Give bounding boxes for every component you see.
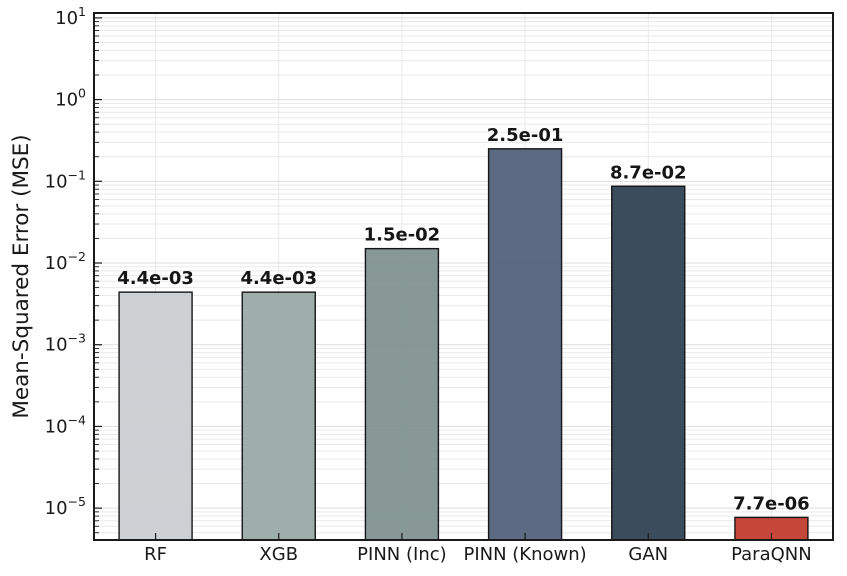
y-axis-label: Mean-Squared Error (MSE)	[9, 134, 34, 418]
x-tick-label-pinn-known: PINN (Known)	[463, 544, 586, 565]
y-tick-label: 10−3	[45, 331, 86, 356]
x-tick-label-gan: GAN	[628, 544, 668, 565]
y-tick-label: 100	[55, 86, 86, 111]
bar-rf	[118, 291, 193, 541]
bar-pinn-known	[487, 148, 563, 541]
bar-value-label-xgb: 4.4e-03	[240, 268, 317, 289]
plot-area	[94, 13, 833, 540]
y-tick-label: 10−1	[45, 167, 86, 192]
bar-value-label-rf: 4.4e-03	[117, 268, 194, 289]
bar-value-label-paraqnn: 7.7e-06	[733, 493, 810, 514]
bar-pinn-inc	[364, 247, 440, 541]
plot-border	[93, 12, 834, 541]
x-tick-label-xgb: XGB	[259, 544, 298, 565]
bar-xgb	[241, 291, 316, 541]
bar-value-label-pinn-inc: 1.5e-02	[364, 225, 441, 246]
bar-value-label-pinn-known: 2.5e-01	[487, 125, 564, 146]
bar-gan	[611, 185, 686, 541]
y-tick-label: 10−2	[45, 249, 86, 274]
bar-value-label-gan: 8.7e-02	[610, 162, 687, 183]
y-tick-label: 101	[55, 4, 86, 29]
x-tick-label-paraqnn: ParaQNN	[731, 544, 812, 565]
y-tick-label: 10−4	[45, 412, 86, 437]
y-tick-label: 10−5	[45, 494, 86, 519]
x-tick-label-rf: RF	[144, 544, 167, 565]
x-tick-label-pinn-inc: PINN (Inc)	[357, 544, 446, 565]
